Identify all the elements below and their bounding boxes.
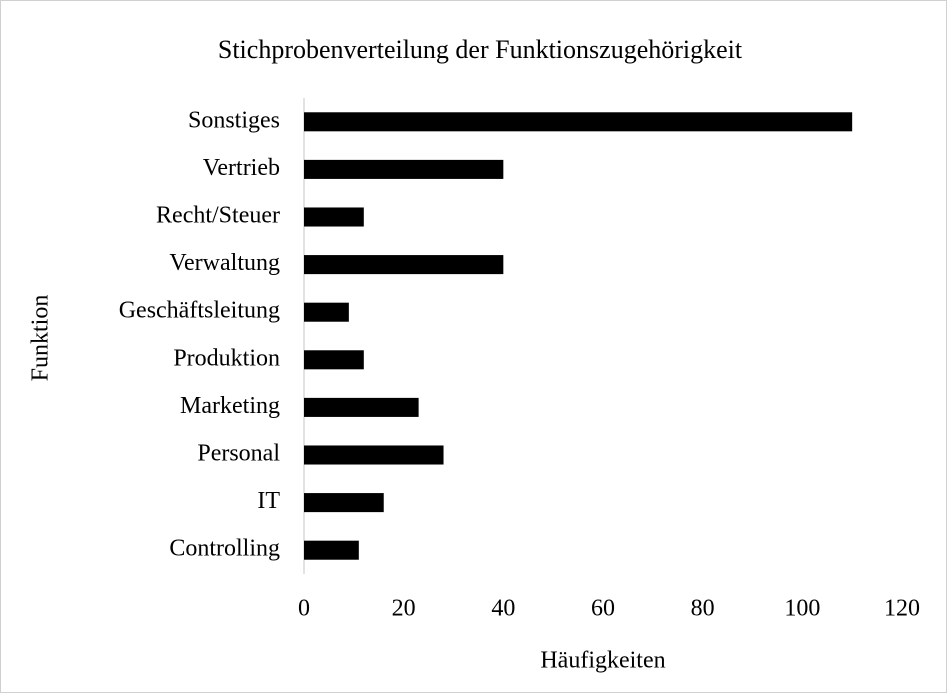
x-tick-label: 40 xyxy=(491,596,515,622)
x-tick-label: 80 xyxy=(691,596,715,622)
x-tick-label: 60 xyxy=(591,596,615,622)
chart-title: Stichprobenverteilung der Funktionszugeh… xyxy=(218,35,743,64)
y-tick-label: Vertrieb xyxy=(203,155,280,181)
y-tick-label: Geschäftsleitung xyxy=(119,298,280,324)
x-tick-label: 120 xyxy=(884,596,920,622)
y-tick-label: Personal xyxy=(197,441,280,467)
x-tick-label: 0 xyxy=(298,596,310,622)
bar xyxy=(304,159,504,179)
y-tick-label: Controlling xyxy=(169,536,280,562)
y-tick-label: Recht/Steuer xyxy=(156,203,280,229)
bar xyxy=(304,112,853,132)
y-tick-label: IT xyxy=(257,488,280,514)
y-tick-label: Sonstiges xyxy=(188,107,280,133)
bar xyxy=(304,493,384,513)
bar xyxy=(304,397,419,417)
bar xyxy=(304,207,364,227)
y-tick-label: Verwaltung xyxy=(169,250,280,276)
bar xyxy=(304,445,444,465)
bar xyxy=(304,255,504,275)
y-tick-label: Marketing xyxy=(180,393,280,419)
bar xyxy=(304,540,359,560)
y-axis-label: Funktion xyxy=(28,295,54,382)
bar xyxy=(304,302,349,322)
x-tick-label: 20 xyxy=(392,596,416,622)
y-tick-label: Produktion xyxy=(173,345,280,371)
bar xyxy=(304,350,364,370)
x-tick-label: 100 xyxy=(784,596,820,622)
x-axis-label: Häufigkeiten xyxy=(540,648,665,674)
